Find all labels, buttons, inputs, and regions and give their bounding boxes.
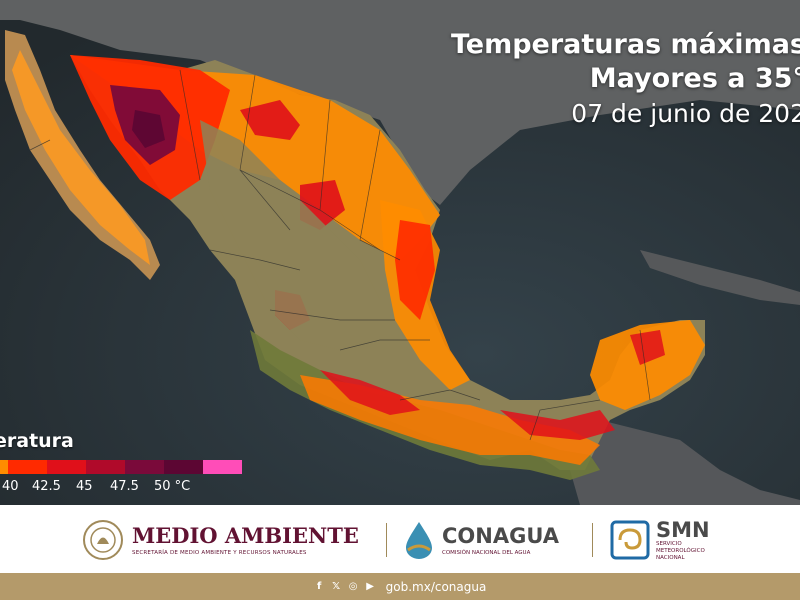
legend-swatch [47, 460, 86, 474]
website-link[interactable]: gob.mx/conagua [385, 579, 487, 594]
heat-zone-orange-yucatan [590, 320, 705, 410]
smn-title: SMN [656, 517, 710, 542]
heat-zone-extreme-core [132, 110, 165, 148]
central-america-landmass [570, 420, 800, 505]
conagua-title: CONAGUA [442, 524, 559, 548]
temperature-map: Temperaturas máximas Mayores a 35° 07 de… [0, 0, 800, 505]
heat-zone-red-guerrero [320, 370, 420, 415]
medio-ambiente-subtitle: SECRETARÍA DE MEDIO AMBIENTE Y RECURSOS … [132, 550, 307, 556]
legend-labels: 40 42.5 45 47.5 50 °C [0, 479, 242, 499]
map-subtitle: Mayores a 35° [589, 63, 800, 94]
legend-label: 47.5 [110, 479, 139, 494]
heat-zone-red-tamaulipas [395, 220, 435, 320]
legend-color-bar [0, 460, 242, 474]
map-date: 07 de junio de 202 [571, 99, 800, 128]
conagua-subtitle: COMISIÓN NACIONAL DEL AGUA [442, 550, 531, 556]
gob-social-strip: f 𝕏 ◎ ▶ gob.mx/conagua [0, 573, 800, 600]
dry-highlands [200, 120, 380, 350]
heat-zone-red-tabasco [500, 410, 615, 440]
legend-label: 45 [76, 479, 93, 494]
state-borders [29, 69, 651, 441]
facebook-icon[interactable]: f [316, 581, 322, 592]
legend-swatch [164, 460, 203, 474]
medio-ambiente-title: MEDIO AMBIENTE [132, 523, 359, 548]
instagram-icon[interactable]: ◎ [348, 581, 358, 592]
legend-swatch [0, 460, 8, 474]
smn-subtitle-2: METEOROLÓGICO [656, 547, 705, 554]
legend-label: 50 °C [154, 479, 191, 494]
logo-divider [592, 523, 593, 557]
legend-swatch [203, 460, 242, 474]
temperature-legend: eratura 40 42.5 45 47.5 50 °C [0, 430, 242, 499]
heat-zone-orange-baja [12, 50, 150, 265]
map-title: Temperaturas máximas [450, 29, 800, 60]
medio-ambiente-logo[interactable]: MEDIO AMBIENTE SECRETARÍA DE MEDIO AMBIE… [82, 515, 359, 565]
usa-landmass [0, 0, 800, 205]
legend-label: 42.5 [32, 479, 61, 494]
logos-row: MEDIO AMBIENTE SECRETARÍA DE MEDIO AMBIE… [0, 505, 800, 573]
smn-subtitle-1: SERVICIO [656, 540, 682, 547]
footer: MEDIO AMBIENTE SECRETARÍA DE MEDIO AMBIE… [0, 505, 800, 600]
heat-zone-red-yucatan [630, 330, 665, 365]
legend-title: eratura [0, 430, 74, 452]
cuba-landmass [640, 250, 800, 305]
map-title-block: Temperaturas máximas Mayores a 35° 07 de… [451, 28, 800, 130]
youtube-icon[interactable]: ▶ [366, 581, 374, 592]
mexico-coat-of-arms-icon [83, 520, 123, 560]
conagua-logo[interactable]: CONAGUA COMISIÓN NACIONAL DEL AGUA [402, 515, 559, 565]
smn-subtitle-3: NACIONAL [656, 554, 685, 561]
legend-swatch [86, 460, 125, 474]
conagua-drop-icon [406, 522, 432, 559]
smn-logo[interactable]: SMN SERVICIO METEOROLÓGICO NACIONAL [610, 515, 710, 565]
smn-spiral-icon [610, 520, 650, 560]
x-icon[interactable]: 𝕏 [332, 581, 341, 592]
mexico-heat-map [0, 0, 800, 505]
heat-zone-red-chihuahua [240, 100, 300, 140]
legend-swatch [125, 460, 164, 474]
legend-swatch [8, 460, 47, 474]
logo-divider [386, 523, 387, 557]
legend-label: 40 [2, 479, 19, 494]
